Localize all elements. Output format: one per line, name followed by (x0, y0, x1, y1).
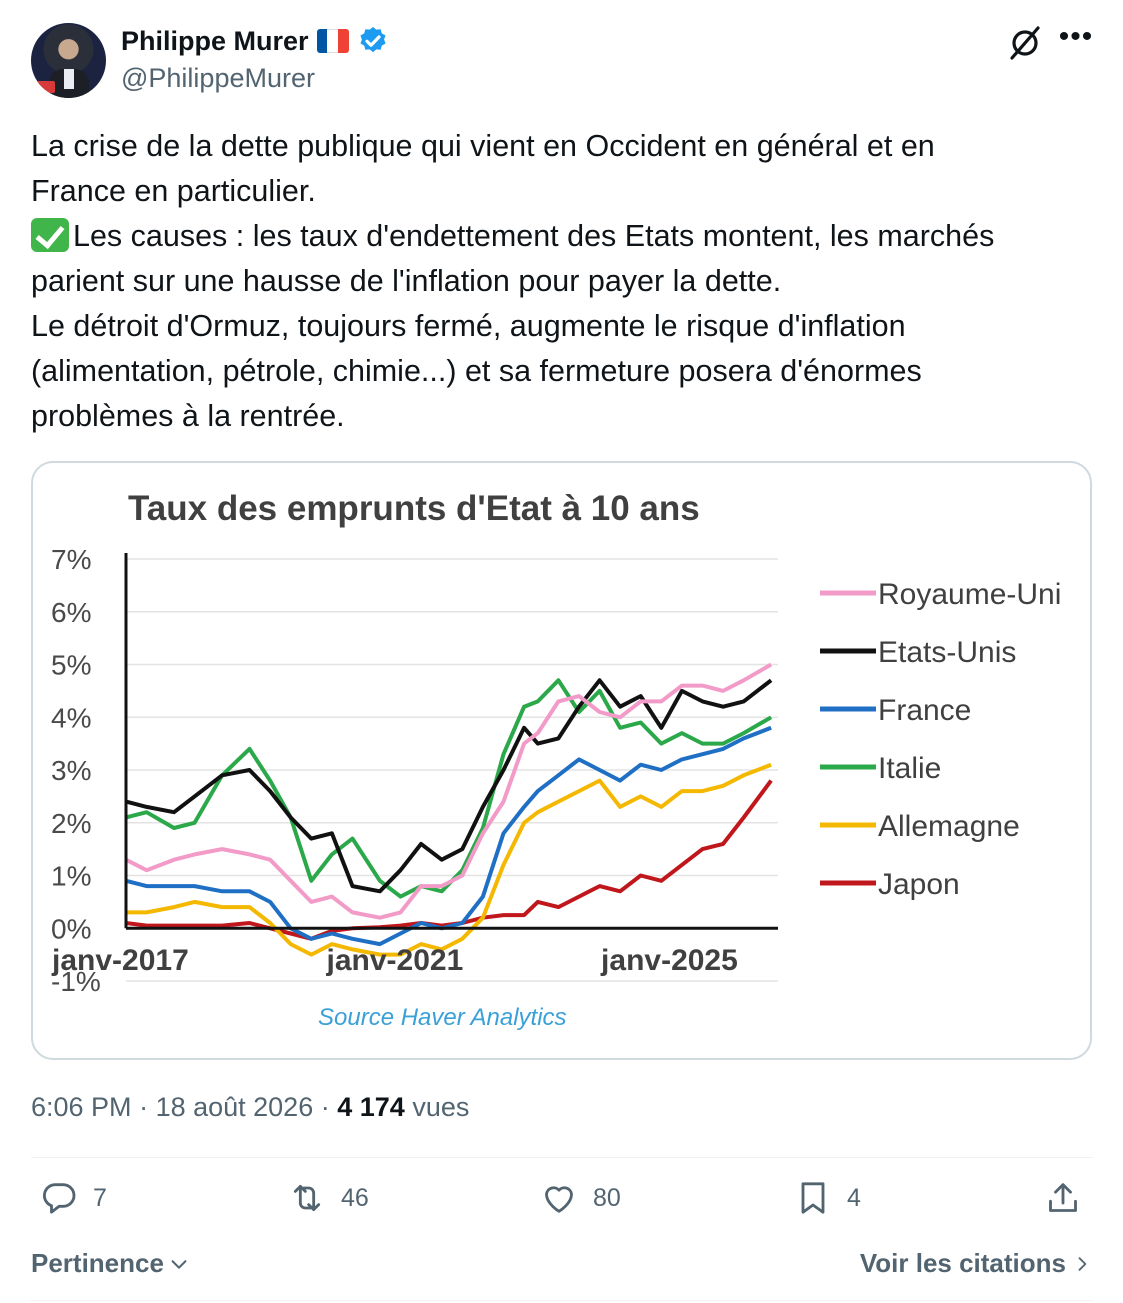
y-tick-label: 6% (51, 597, 91, 628)
divider (31, 1157, 1093, 1158)
y-tick-label: 2% (51, 808, 91, 839)
tweet-line: problèmes à la rentrée. (31, 399, 345, 433)
bookmark-count: 4 (847, 1183, 861, 1212)
y-tick-label: -1% (51, 966, 101, 997)
chevron-right-icon (1078, 1256, 1087, 1271)
chart-title: Taux des emprunts d'Etat à 10 ans (128, 489, 700, 528)
chevron-down-icon (171, 1259, 187, 1269)
action-bar: 7 46 80 4 (31, 1178, 1093, 1228)
views-label: vues (412, 1092, 470, 1122)
author-name[interactable]: Philippe Murer (121, 25, 309, 56)
share-button[interactable] (1043, 1178, 1083, 1218)
reply-icon (42, 1183, 76, 1214)
y-tick-label: 7% (51, 544, 91, 575)
x-tick-label: janv-2021 (326, 944, 464, 977)
x-tick-label: janv-2025 (600, 944, 738, 977)
like-button[interactable]: 80 (539, 1178, 621, 1218)
legend-label: France (878, 694, 971, 727)
legend-label: Italie (878, 752, 941, 785)
y-tick-label: 4% (51, 702, 91, 733)
views-count: 4 174 (337, 1092, 405, 1122)
bookmark-icon (801, 1182, 825, 1214)
check-mark-icon (31, 218, 69, 252)
bookmark-button[interactable]: 4 (793, 1178, 861, 1218)
y-tick-label: 5% (51, 650, 91, 681)
like-count: 80 (593, 1183, 621, 1212)
series-line-royaume-uni (125, 662, 773, 920)
legend-label: Japon (878, 868, 960, 901)
verified-badge-icon (359, 27, 386, 53)
sort-label: Pertinence (31, 1248, 164, 1278)
y-tick-label: 0% (51, 913, 91, 944)
series-line-etats-unis (125, 678, 773, 894)
retweet-count: 46 (341, 1183, 369, 1212)
legend-label: Allemagne (878, 810, 1020, 843)
tweet-time[interactable]: 6:06 PM (31, 1092, 132, 1122)
author-avatar[interactable] (31, 23, 106, 98)
series-line-italie (125, 678, 773, 899)
author-name-row[interactable]: Philippe Murer (121, 25, 389, 57)
chart-source: Source Haver Analytics (318, 1004, 567, 1031)
tweet-line: La crise de la dette publique qui vient … (31, 129, 935, 163)
series-line-france (125, 725, 772, 947)
france-flag-icon (316, 29, 349, 53)
legend-label: Royaume-Uni (878, 578, 1061, 611)
tweet-line: Le détroit d'Ormuz, toujours fermé, augm… (31, 309, 906, 343)
tweet-line: (alimentation, pétrole, chimie...) et sa… (31, 354, 922, 388)
share-icon (1049, 1183, 1077, 1212)
bond-yield-chart: Taux des emprunts d'Etat à 10 ans 7% 6% 5%… (51, 489, 1061, 1031)
more-options-icon[interactable]: ••• (1058, 20, 1094, 53)
tweet-meta: 6:06 PM · 18 août 2026 · 4 174 vues (31, 1092, 470, 1122)
reply-button[interactable]: 7 (39, 1178, 107, 1218)
legend-label: Etats-Unis (878, 636, 1016, 669)
tweet-line: parient sur une hausse de l'inflation po… (31, 264, 782, 298)
retweet-icon (293, 1184, 321, 1212)
author-handle[interactable]: @PhilippeMurer (121, 63, 315, 93)
tweet-line-with-check: Les causes : les taux d'endettement des … (31, 214, 1101, 259)
tweet-text: La crise de la dette publique qui vient … (31, 124, 1101, 439)
y-tick-label: 1% (51, 861, 91, 892)
x-tick-label: janv-2017 (51, 944, 189, 977)
tweet-date[interactable]: 18 août 2026 (155, 1092, 314, 1122)
retweet-button[interactable]: 46 (287, 1178, 369, 1218)
view-quotes-label: Voir les citations (859, 1248, 1066, 1278)
view-quotes-link[interactable]: Voir les citations (860, 1248, 1092, 1279)
series-line-allemagne (126, 762, 772, 957)
grok-icon[interactable] (1005, 22, 1045, 62)
tweet-line: France en particulier. (31, 174, 316, 208)
tweet-image[interactable]: Taux des emprunts d'Etat à 10 ans 7% 6% 5%… (31, 461, 1092, 1060)
divider (31, 1300, 1093, 1301)
y-tick-label: 3% (51, 755, 91, 786)
heart-icon (545, 1186, 573, 1213)
sort-dropdown[interactable]: Pertinence (31, 1248, 190, 1279)
reply-count: 7 (93, 1183, 107, 1212)
series-line-japon (125, 779, 773, 941)
